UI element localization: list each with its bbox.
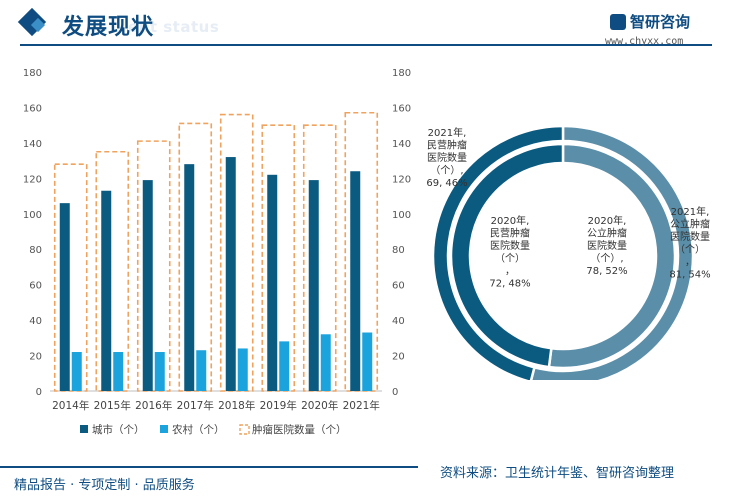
x-tick-label: 2021年 — [343, 399, 380, 412]
bar-rural — [113, 352, 124, 391]
bar-rural — [362, 332, 373, 391]
x-tick-label: 2016年 — [135, 399, 172, 412]
y-tick-label-right: 80 — [392, 245, 405, 256]
bar-total — [344, 111, 379, 392]
bar-total — [302, 124, 337, 392]
y-tick-label-right: 120 — [392, 174, 411, 185]
y-tick-label-left: 0 — [36, 387, 42, 398]
header-subtitle: ent status — [128, 18, 220, 36]
bar-city — [101, 190, 112, 391]
y-tick-label-right: 0 — [392, 387, 398, 398]
y-tick-label-right: 100 — [392, 210, 411, 221]
y-tick-label-right: 40 — [392, 316, 405, 327]
y-tick-label-right: 160 — [392, 103, 411, 114]
x-tick-label: 2017年 — [177, 399, 214, 412]
bar-total — [219, 113, 254, 392]
bar-total — [53, 163, 88, 392]
legend-label: 农村（个） — [172, 423, 225, 436]
bar-city — [184, 164, 195, 391]
bar-total — [261, 124, 296, 392]
donut-slice-outer — [529, 124, 695, 380]
legend-label: 城市（个） — [92, 423, 145, 436]
bar-city — [308, 180, 319, 391]
donut-data-label: 2021年,民营肿瘤医院数量（个）, 69, 46% — [426, 126, 467, 189]
bar-total — [178, 122, 213, 392]
brand-logo-icon — [610, 14, 626, 30]
bar-rural — [320, 334, 331, 391]
legend-swatch — [239, 424, 250, 435]
legend-swatch — [160, 425, 168, 433]
y-tick-label-left: 60 — [29, 281, 42, 292]
y-tick-label-right: 180 — [392, 68, 411, 79]
bar-rural — [279, 341, 290, 391]
y-tick-label-left: 20 — [29, 352, 42, 363]
y-tick-label-left: 120 — [23, 174, 42, 185]
y-tick-label-left: 80 — [29, 245, 42, 256]
bar-city — [142, 180, 153, 391]
donut-slice-inner — [449, 142, 565, 369]
donut-data-label: 2020年,民营肿瘤医院数量（个）， 72, 48% — [489, 214, 530, 290]
y-tick-label-left: 100 — [23, 210, 42, 221]
y-tick-label-right: 20 — [392, 352, 405, 363]
donut-slice-outer — [431, 124, 565, 380]
bar-rural — [154, 352, 165, 391]
y-tick-label-right: 140 — [392, 139, 411, 150]
brand-url: www.chyxx.com — [605, 36, 684, 47]
bar-city — [350, 171, 361, 391]
y-tick-label-right: 60 — [392, 281, 405, 292]
bar-total — [95, 150, 130, 392]
footer-divider — [0, 466, 418, 468]
page-title: 发展现状 — [62, 15, 155, 40]
bar-total — [136, 140, 171, 392]
legend-label: 肿瘤医院数量（个） — [252, 423, 347, 436]
legend-swatch — [80, 425, 88, 433]
donut-data-label: 2020年,公立肿瘤医院数量（个）, 78, 52% — [586, 214, 627, 277]
header-divider — [20, 44, 712, 46]
x-tick-label: 2020年 — [301, 399, 338, 412]
bar-chart: 0 20 40 60 80 100 120 140 160 180 0 20 40 60 80 100 120… — [23, 68, 411, 436]
footer-tagline: 精品报告 · 专项定制 · 品质服务 — [14, 478, 195, 493]
y-tick-label-left: 180 — [23, 68, 42, 79]
donut-chart: 2021年,民营肿瘤医院数量（个）, 69, 46% 2021年,公立肿瘤医院数量（… — [426, 124, 711, 380]
bar-city — [225, 157, 236, 391]
x-tick-label: 2018年 — [218, 399, 255, 412]
bar-rural — [71, 352, 82, 391]
y-tick-label-left: 140 — [23, 139, 42, 150]
footer-source: 资料来源：卫生统计年鉴、智研咨询整理 — [440, 466, 675, 481]
y-tick-label-left: 160 — [23, 103, 42, 114]
x-tick-label: 2019年 — [260, 399, 297, 412]
donut-data-label: 2021年,公立肿瘤医院数量（个）， 81, 54% — [669, 205, 710, 281]
x-tick-label: 2014年 — [52, 399, 89, 412]
brand-name: 智研咨询 — [630, 13, 691, 31]
x-tick-label: 2015年 — [94, 399, 131, 412]
y-tick-label-left: 40 — [29, 316, 42, 327]
bar-city — [267, 174, 278, 391]
bar-rural — [237, 348, 248, 391]
bar-city — [59, 203, 70, 391]
bar-rural — [196, 350, 207, 391]
